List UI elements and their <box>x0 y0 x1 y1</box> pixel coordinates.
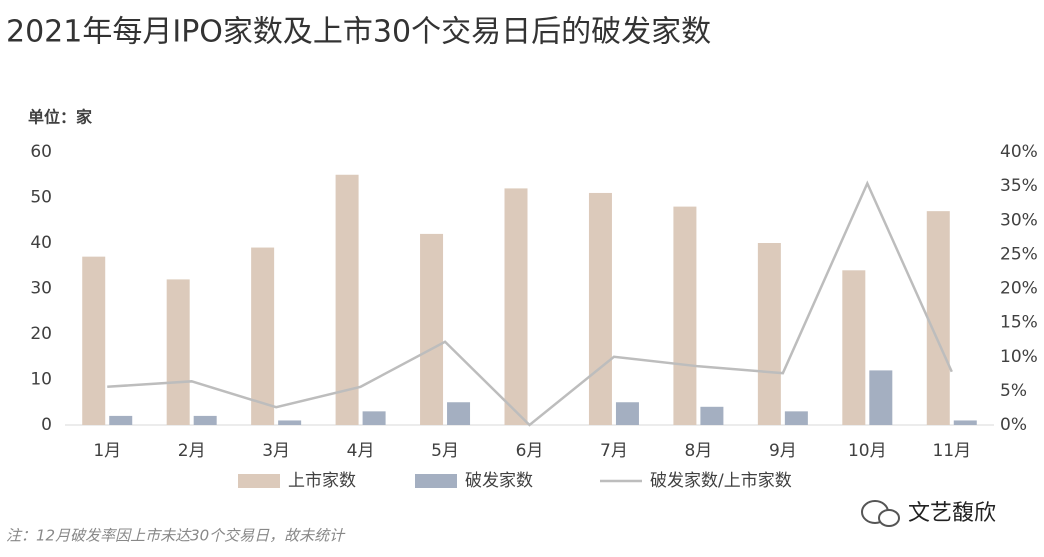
line <box>107 180 953 427</box>
x-tick-label: 6月 <box>516 441 544 461</box>
y-axis-label: 单位：家 <box>28 108 93 127</box>
y-tick-label: 50 <box>30 188 52 208</box>
bar <box>926 211 950 425</box>
legend-swatch <box>238 474 280 488</box>
legend-label: 破发家数/上市家数 <box>650 471 792 491</box>
footnote: 注：12月破发率因上市未达30个交易日，故未统计 <box>6 527 346 545</box>
bar <box>504 188 528 425</box>
y2-tick-label: 25% <box>1000 244 1038 264</box>
y2-tick-label: 0% <box>1000 415 1027 435</box>
x-tick-label: 3月 <box>262 441 290 461</box>
y2-tick-label: 30% <box>1000 210 1038 230</box>
legend-label: 破发家数 <box>465 471 533 491</box>
x-tick-label: 11月 <box>932 441 971 461</box>
x-tick-label: 7月 <box>600 441 628 461</box>
x-tick-label: 2月 <box>178 441 206 461</box>
y-tick-label: 20 <box>30 324 52 344</box>
y-tick-label: 30 <box>30 279 52 299</box>
x-tick-label: 9月 <box>769 441 797 461</box>
bar <box>362 411 386 425</box>
y-tick-label: 10 <box>30 370 52 390</box>
y2-tick-label: 20% <box>1000 279 1038 299</box>
y2-tick-label: 10% <box>1000 347 1038 367</box>
x-tick-label: 10月 <box>848 441 887 461</box>
chart-title: 2021年每月IPO家数及上市30个交易日后的破发家数 <box>6 15 711 50</box>
bar <box>335 174 359 425</box>
watermark-icon <box>861 500 900 527</box>
x-tick-label: 5月 <box>431 441 459 461</box>
bar <box>166 279 190 425</box>
y2-tick-label: 35% <box>1000 176 1038 196</box>
y-tick-label: 40 <box>30 233 52 253</box>
bar <box>447 402 471 425</box>
watermark: 文艺馥欣 <box>908 501 996 526</box>
y2-tick-label: 15% <box>1000 313 1038 333</box>
legend-label: 上市家数 <box>288 471 356 491</box>
bar <box>588 192 612 425</box>
bar <box>953 420 977 425</box>
bar <box>700 406 724 425</box>
bar <box>784 411 808 425</box>
x-tick-label: 1月 <box>93 441 121 461</box>
bar <box>869 370 893 425</box>
bar <box>251 247 275 425</box>
bar <box>615 402 639 425</box>
bar <box>278 420 302 425</box>
y-tick-label: 60 <box>30 142 52 162</box>
bar <box>673 206 697 425</box>
y2-tick-label: 5% <box>1000 381 1027 401</box>
bar <box>842 270 866 425</box>
bar <box>109 415 133 425</box>
bar <box>193 415 217 425</box>
y2-tick-label: 40% <box>1000 142 1038 162</box>
x-tick-label: 8月 <box>684 441 712 461</box>
legend-swatch <box>415 474 457 488</box>
y-tick-label: 0 <box>41 415 52 435</box>
x-tick-label: 4月 <box>347 441 375 461</box>
bar <box>420 233 444 425</box>
bar <box>82 256 106 425</box>
bar <box>757 243 781 425</box>
